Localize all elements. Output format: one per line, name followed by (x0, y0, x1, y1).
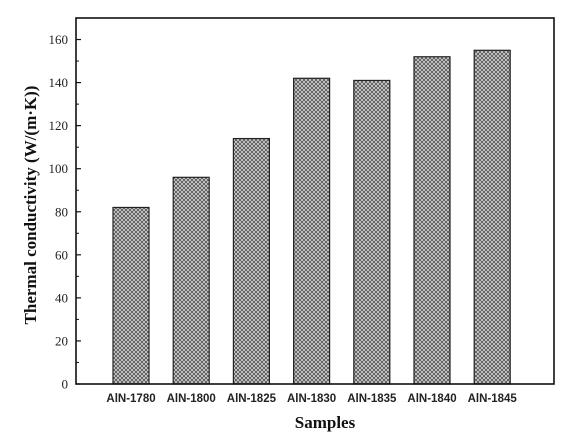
bar-aln-1840 (413, 56, 451, 385)
x-tick-label: AlN-1840 (407, 393, 456, 405)
y-tick-label: 40 (55, 290, 68, 305)
y-axis: 0 20 40 60 80 100 120 140 160 (49, 32, 81, 392)
x-tick-label: AlN-1780 (106, 393, 155, 405)
x-tick-label: AlN-1825 (227, 393, 277, 405)
x-tick-label: AlN-1835 (347, 393, 397, 405)
bar-aln-1780 (112, 206, 150, 385)
y-tick-label: 140 (49, 75, 69, 90)
bar-aln-1800 (172, 176, 210, 385)
bar-aln-1835 (353, 79, 391, 385)
bar-aln-1845 (473, 49, 511, 385)
bars-group (112, 49, 511, 385)
y-tick-label: 160 (49, 32, 69, 47)
x-tick-label: AlN-1830 (287, 393, 336, 405)
x-tick-label: AlN-1800 (167, 393, 216, 405)
bar-aln-1830 (293, 77, 331, 385)
plot-frame (75, 17, 555, 385)
x-axis: AlN-1780 AlN-1800 AlN-1825 AlN-1830 AlN-1835… (106, 393, 517, 405)
y-tick-label: 60 (55, 247, 68, 262)
y-tick-label: 120 (49, 118, 69, 133)
y-axis-title: Thermal conductivity (W/(m·K)) (21, 86, 40, 325)
bar-aln-1825 (232, 137, 270, 385)
x-axis-title: Samples (295, 413, 356, 432)
y-tick-label: 0 (62, 377, 69, 392)
y-tick-label: 80 (55, 204, 68, 219)
y-tick-label: 20 (55, 333, 68, 348)
x-tick-label: AlN-1845 (468, 393, 518, 405)
y-tick-label: 100 (49, 161, 69, 176)
